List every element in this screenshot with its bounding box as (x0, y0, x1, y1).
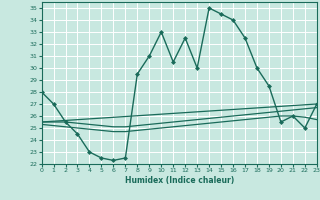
X-axis label: Humidex (Indice chaleur): Humidex (Indice chaleur) (124, 176, 234, 185)
